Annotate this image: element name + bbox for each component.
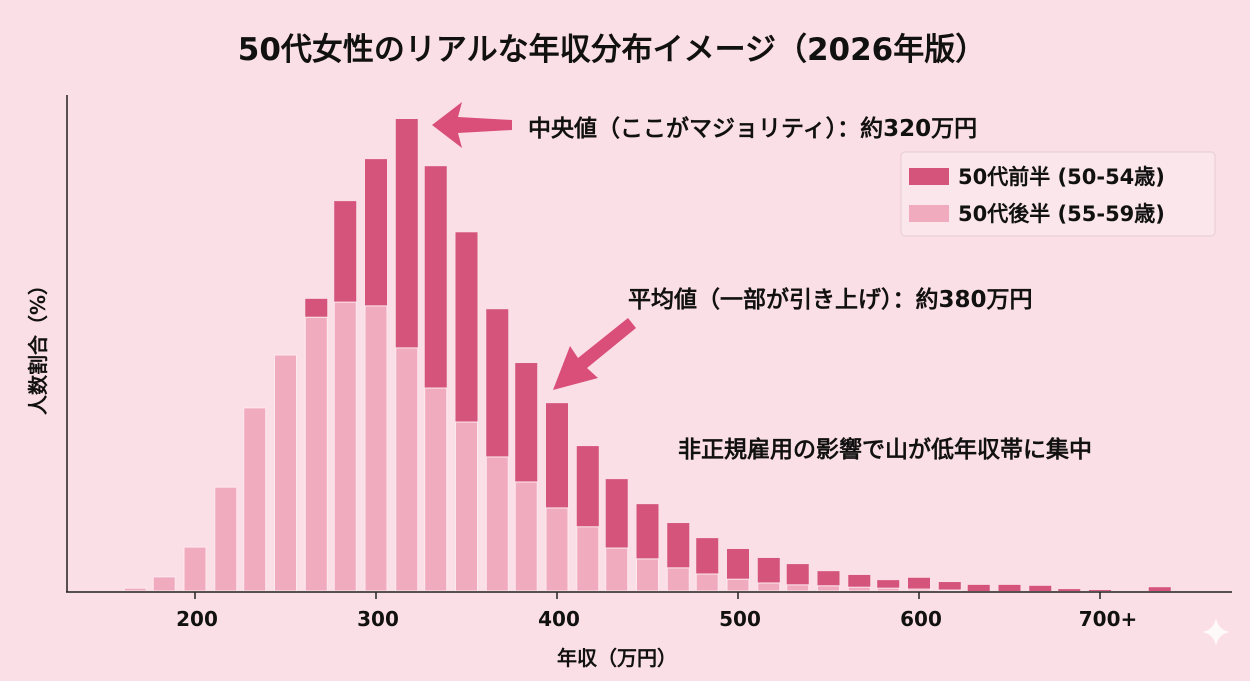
bar-early-50s (1148, 587, 1171, 591)
legend-swatch-late (909, 205, 949, 222)
bar-late-50s (876, 587, 900, 592)
bar-early-50s (877, 580, 900, 591)
legend-label-late: 50代後半 (55-59歳) (958, 202, 1165, 226)
bar-late-50s (333, 301, 357, 592)
series-late-50s (123, 301, 962, 592)
legend-swatch-early (909, 168, 949, 185)
x-tick-label: 200 (176, 607, 218, 631)
bar-early-50s (1058, 589, 1081, 591)
bar-late-50s (395, 347, 419, 592)
y-axis-label: 人数割合（%） (26, 275, 50, 415)
bar-late-50s (636, 558, 659, 592)
x-tick-label: 300 (357, 607, 399, 631)
bar-early-50s (967, 584, 990, 591)
bar-late-50s (545, 507, 569, 592)
mean-arrow-icon (553, 318, 636, 390)
bar-early-50s (938, 582, 961, 591)
bar-late-50s (514, 481, 538, 592)
bar-late-50s (274, 354, 297, 592)
bar-late-50s (605, 547, 629, 592)
bar-late-50s (364, 305, 388, 592)
bar-late-50s (152, 576, 176, 592)
bar-late-50s (666, 567, 690, 592)
bar-late-50s (214, 486, 238, 592)
bar-early-50s (908, 577, 930, 591)
legend-label-early: 50代前半 (50-54歳) (958, 165, 1165, 189)
chart-title: 50代女性のリアルな年収分布イメージ（2026年版） (238, 32, 987, 68)
x-ticks: 200 300 400 500 600 700+ (176, 592, 1137, 631)
bar-late-50s (757, 582, 781, 592)
bar-early-50s (786, 564, 809, 591)
bar-late-50s (123, 587, 147, 592)
bar-late-50s (424, 387, 448, 592)
bar-early-50s (1089, 590, 1111, 591)
bar-early-50s (1029, 585, 1052, 591)
bar-late-50s (576, 526, 600, 592)
bar-late-50s (726, 578, 750, 592)
bar-late-50s (485, 456, 509, 592)
x-tick-label: 700+ (1079, 607, 1138, 631)
bar-late-50s (907, 588, 931, 592)
legend: 50代前半 (50-54歳) 50代後半 (55-59歳) (900, 151, 1216, 237)
bar-late-50s (786, 584, 810, 592)
bar-late-50s (847, 586, 871, 592)
bar-late-50s (304, 316, 328, 592)
bar-late-50s (243, 407, 267, 592)
bar-late-50s (455, 421, 478, 592)
bar-late-50s (183, 546, 207, 592)
bar-late-50s (938, 589, 962, 592)
mean-annotation: 平均値（一部が引き上げ）：約380万円 (628, 286, 1033, 313)
bar-late-50s (695, 573, 719, 592)
note-annotation: 非正規雇用の影響で山が低年収帯に集中 (678, 436, 1092, 463)
x-tick-label: 500 (719, 607, 761, 631)
bar-late-50s (817, 585, 840, 592)
x-axis-label: 年収（万円） (557, 646, 677, 670)
median-annotation: 中央値（ここがマジョリティ）：約320万円 (528, 115, 977, 142)
sparkle-icon (1202, 618, 1230, 646)
x-tick-label: 600 (900, 607, 942, 631)
median-arrow-icon (432, 102, 512, 148)
x-tick-label: 400 (538, 607, 580, 631)
bar-early-50s (998, 584, 1021, 591)
